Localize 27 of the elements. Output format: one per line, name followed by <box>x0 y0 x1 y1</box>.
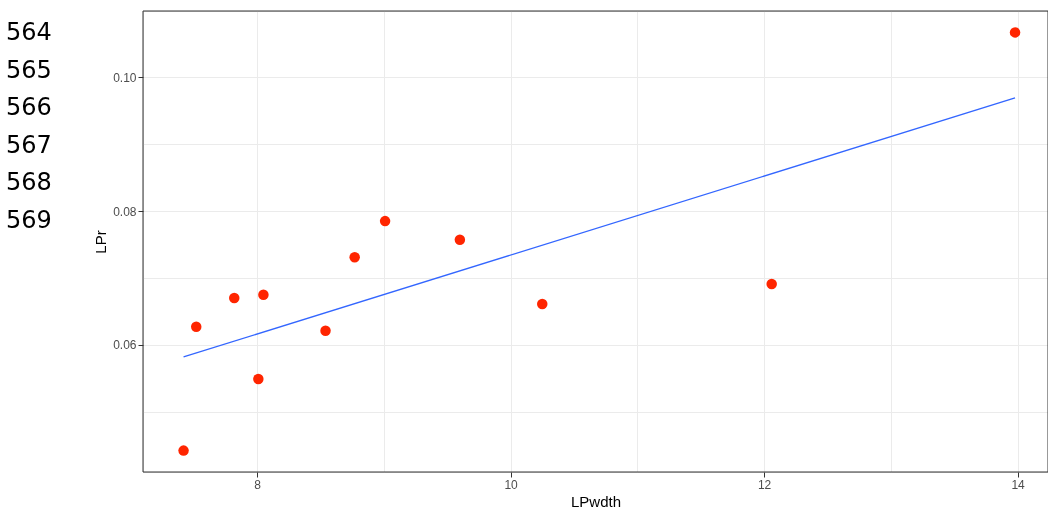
text: 564 <box>6 18 52 46</box>
text: 566 <box>6 93 52 121</box>
point <box>537 298 548 310</box>
x-tick-label: 8 <box>254 477 262 492</box>
x-tick-label: 10 <box>504 477 519 492</box>
point <box>190 321 202 333</box>
y-tick-label: 0.08 <box>113 204 137 219</box>
point <box>178 445 189 456</box>
y-tick-label: 0.06 <box>113 338 137 353</box>
x-tick-label: 12 <box>757 477 772 492</box>
point <box>766 278 777 290</box>
text: 567 <box>6 130 52 159</box>
point <box>454 234 466 246</box>
point <box>253 373 264 385</box>
y-tick-label: 0.10 <box>113 70 137 85</box>
text: 569 <box>6 205 52 234</box>
text: 565 <box>6 55 52 84</box>
x-tick-label: 14 <box>1011 477 1026 492</box>
y-axis-title: LPr <box>92 230 110 254</box>
point <box>320 325 331 337</box>
point <box>229 292 240 304</box>
point <box>258 289 269 300</box>
point <box>379 215 391 227</box>
x-axis-title: LPwdth <box>570 492 622 510</box>
text: 568 <box>6 168 52 196</box>
point <box>349 251 360 263</box>
point <box>1009 27 1021 38</box>
